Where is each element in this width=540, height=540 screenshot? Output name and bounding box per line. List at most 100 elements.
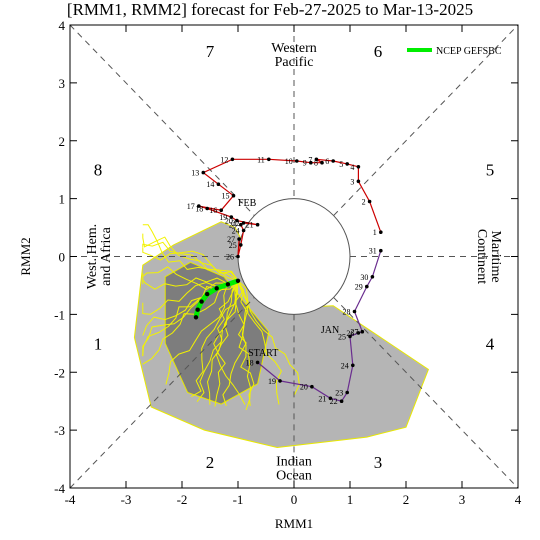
series-point-label: 23 [335, 389, 343, 398]
y-tick-label: 1 [59, 192, 66, 207]
y-tick-label: -1 [54, 307, 65, 322]
series-point [356, 179, 361, 184]
series-point-label: 13 [191, 169, 199, 178]
series-point [379, 248, 383, 253]
series-point [214, 286, 219, 291]
series-point-label: 25 [229, 241, 237, 250]
series-point-label: 5 [339, 160, 343, 169]
series-point-label: 19 [268, 377, 276, 386]
y-tick-label: 4 [59, 18, 66, 33]
x-tick-label: 2 [403, 492, 410, 507]
series-point [199, 299, 204, 304]
series-point-label: 14 [206, 180, 214, 189]
series-point [235, 218, 239, 223]
series-point-label: 15 [222, 192, 230, 201]
series-point-label: 24 [232, 226, 240, 235]
phase-number-label: 4 [486, 334, 495, 353]
series-point [348, 334, 352, 339]
phase-number-label: 6 [374, 42, 383, 61]
ensemble-member-track [190, 280, 239, 398]
series-point-label: 24 [341, 361, 349, 370]
series-point-label: 22 [232, 219, 240, 228]
series-point [239, 222, 243, 227]
series-point-label: 23 [229, 221, 237, 230]
y-tick-label: 3 [59, 76, 66, 91]
series-point-label: 25 [338, 332, 346, 341]
series-point-label: 20 [225, 217, 233, 226]
ensemble-member-track [142, 266, 239, 290]
x-axis-label: RMM1 [275, 516, 313, 531]
series-point [309, 160, 313, 165]
series-point [365, 284, 369, 289]
series-point-label: 8 [314, 159, 318, 168]
x-tick-label: -2 [177, 492, 188, 507]
series-point [310, 384, 314, 389]
series-point [197, 204, 201, 208]
series-point [356, 165, 361, 169]
series-point-label: 27 [350, 328, 358, 337]
y-tick-label: -4 [54, 481, 65, 496]
phase-number-label: 1 [94, 334, 103, 353]
ensemble-member-track [142, 241, 239, 282]
series-point [314, 157, 319, 162]
series-point-label: 26 [346, 329, 354, 338]
region-label-line: West. Hem. [85, 224, 100, 289]
series-point [278, 379, 282, 383]
series-point-label: 2 [362, 198, 366, 207]
series-point [267, 157, 271, 162]
series-point-label: 6 [325, 157, 329, 166]
series-point-label: 29 [355, 283, 363, 292]
series-point [331, 159, 336, 163]
chart-title: [RMM1, RMM2] forecast for Feb-27-2025 to… [66, 0, 474, 19]
phase-number-label: 7 [206, 42, 215, 61]
series-point-label: 4 [350, 163, 354, 172]
phase-boundary-line [333, 24, 519, 216]
series-point [229, 215, 234, 219]
series-point [216, 182, 221, 186]
region-label-line: Continent [474, 229, 489, 284]
series-point-label: 18 [246, 358, 254, 367]
series-point [241, 221, 246, 225]
month-label: START [248, 348, 278, 359]
series-point [235, 278, 241, 283]
series-point [352, 309, 357, 314]
legend: NCEP GEFSBC [407, 46, 502, 57]
series-point [351, 363, 355, 368]
series-point-label: 12 [220, 155, 228, 164]
series-point [356, 331, 361, 335]
unit-circle [237, 198, 351, 315]
series-point [320, 160, 324, 165]
ensemble-member-track [213, 280, 239, 407]
series-point-label: 7 [308, 155, 312, 164]
ensemble-member-track [142, 280, 239, 365]
region-label-line: Indian [276, 455, 312, 470]
y-axis-label: RMM2 [18, 237, 33, 275]
series-point-label: 19 [219, 213, 227, 222]
series-line [257, 250, 382, 402]
phase-boundary-line [69, 297, 255, 489]
region-label-line: Pacific [275, 55, 314, 70]
y-tick-label: -3 [54, 423, 65, 438]
y-tick-label: 0 [59, 250, 66, 265]
series-point [370, 275, 375, 279]
ensemble-member-track [165, 280, 239, 385]
series-point [295, 159, 299, 163]
ensemble-member-track [237, 280, 255, 406]
phase-number-label: 8 [94, 161, 103, 180]
series-point [205, 206, 209, 211]
phase-guides [69, 24, 519, 489]
series-point [239, 243, 243, 247]
phase-boundary-line [333, 297, 519, 489]
region-label-line: Ocean [276, 469, 312, 484]
series-point-label: 10 [285, 157, 293, 166]
x-tick-label: -4 [65, 492, 76, 507]
legend-label: NCEP GEFSBC [436, 46, 502, 57]
ensemble-member-track [237, 280, 300, 396]
x-tick-label: -3 [121, 492, 132, 507]
series-point-label: 27 [227, 235, 235, 244]
series-point [241, 228, 246, 233]
